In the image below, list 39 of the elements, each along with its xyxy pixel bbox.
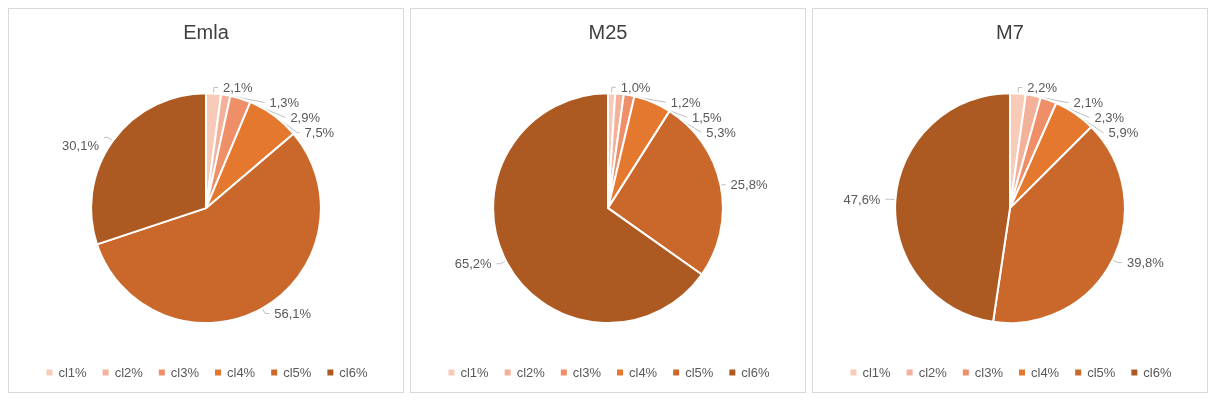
data-label: 1,0% (620, 79, 651, 95)
legend-label: cl3% (974, 365, 1004, 380)
legend-label: cl2% (114, 365, 144, 380)
legend-label: cl1% (58, 365, 88, 380)
data-label: 2,1% (1073, 95, 1104, 111)
legend-label: cl6% (339, 365, 368, 380)
legend-label: cl5% (283, 365, 312, 380)
data-label: 39,8% (1126, 255, 1165, 271)
legend-label: cl4% (629, 365, 658, 380)
data-label: 7,5% (304, 125, 335, 141)
data-label: 47,6% (843, 191, 881, 207)
legend-label: cl1% (460, 365, 490, 380)
data-label: 1,2% (670, 94, 701, 110)
legend-label: cl5% (685, 365, 714, 380)
data-label: 25,8% (730, 177, 768, 193)
data-label: 2,3% (1094, 110, 1125, 126)
data-label: 2,1% (222, 80, 254, 96)
legend-label: cl1% (862, 365, 892, 380)
data-label: 2,2% (1027, 80, 1058, 96)
data-label: 1,5% (692, 109, 723, 125)
data-label: 2,9% (290, 110, 321, 126)
legend-label: cl6% (1143, 365, 1172, 380)
chart-title: Emla (183, 21, 230, 43)
data-label: 1,3% (269, 95, 300, 111)
chart-title: M25 (588, 21, 628, 43)
legend-label: cl3% (170, 365, 200, 380)
legend-label: cl6% (741, 365, 770, 380)
legend-label: cl2% (918, 365, 948, 380)
legend-label: cl3% (572, 365, 602, 380)
legend-label: cl5% (1087, 365, 1116, 380)
data-label: 65,2% (454, 256, 493, 272)
data-label: 56,1% (274, 306, 312, 322)
data-label: 5,3% (706, 124, 737, 140)
data-label: 30,1% (62, 138, 100, 154)
legend-label: cl4% (227, 365, 256, 380)
data-label: 5,9% (1108, 125, 1139, 141)
legend-label: cl4% (1031, 365, 1060, 380)
chart-title: M7 (996, 21, 1024, 43)
legend-label: cl2% (516, 365, 546, 380)
